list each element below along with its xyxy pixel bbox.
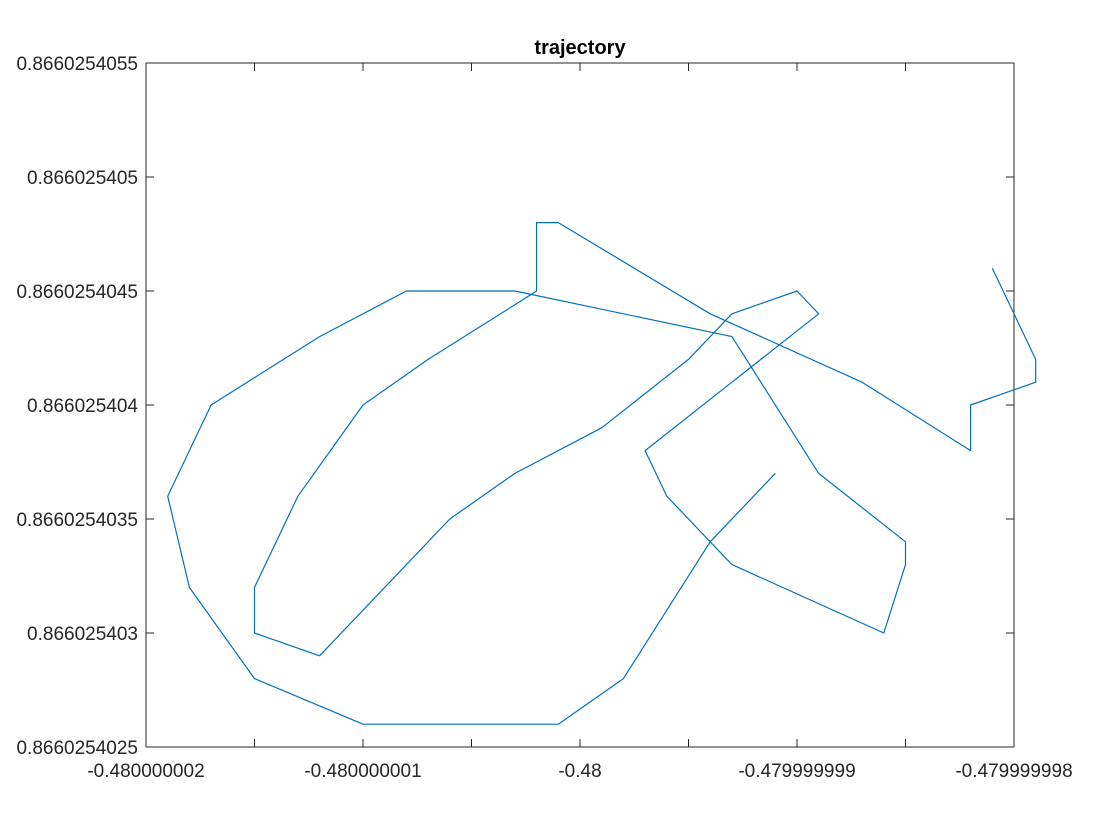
- x-tick-label: -0.48: [558, 761, 601, 782]
- y-tick-label: 0.8660254055: [16, 54, 138, 75]
- x-tick-label: -0.479999999: [738, 761, 855, 782]
- x-tick-label: -0.480000002: [87, 761, 204, 782]
- y-tick-label: 0.866025403: [27, 624, 138, 645]
- series-line-0: [167, 222, 1037, 725]
- tick-marks: [145, 62, 1015, 748]
- plot-area: [167, 222, 1037, 725]
- y-tick-label: 0.866025405: [27, 168, 138, 189]
- x-tick-label: -0.480000001: [304, 761, 421, 782]
- x-tick-label: -0.479999998: [955, 761, 1072, 782]
- y-tick-label: 0.866025404: [27, 396, 138, 417]
- axes: [145, 62, 1015, 748]
- y-tick-label: 0.8660254025: [16, 738, 138, 759]
- y-tick-label: 0.8660254035: [16, 510, 138, 531]
- y-tick-label: 0.8660254045: [16, 282, 138, 303]
- plot-frame: [145, 62, 1015, 748]
- tick-labels: -0.480000002 -0.480000001 -0.48 -0.47999999…: [16, 54, 1072, 782]
- chart-title: trajectory: [534, 37, 626, 59]
